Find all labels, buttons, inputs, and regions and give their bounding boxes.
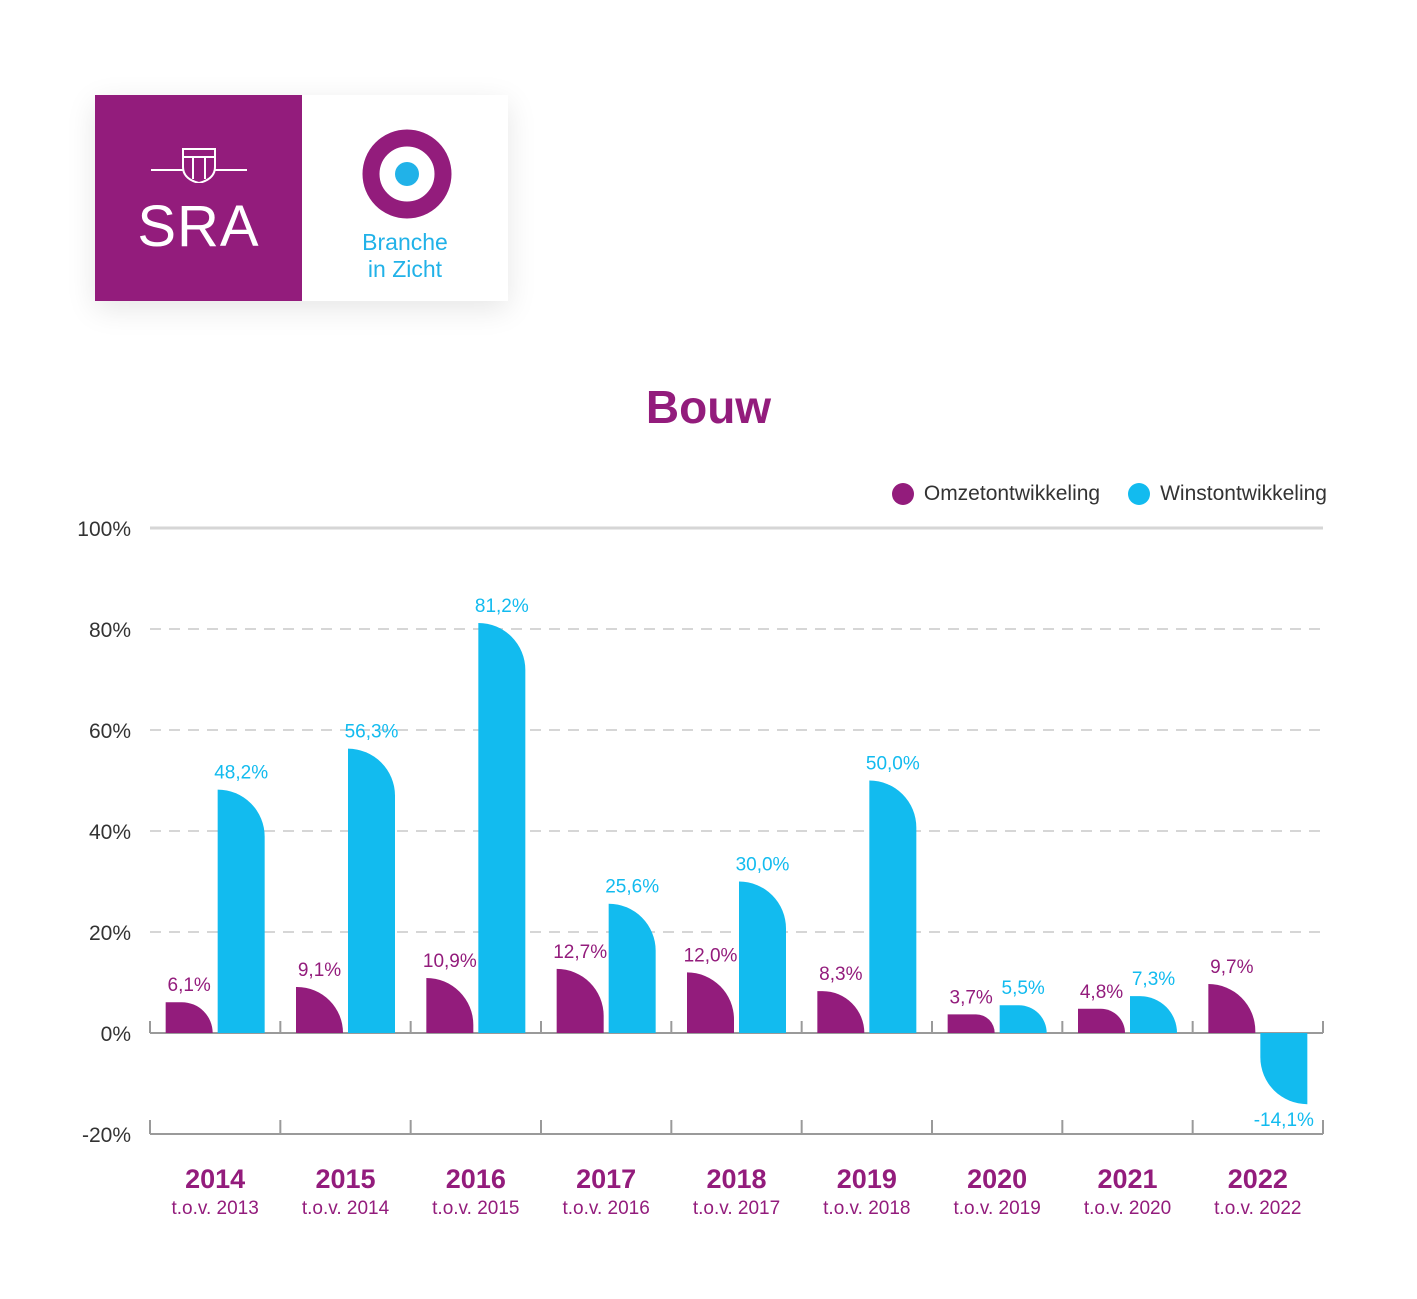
x-tick-sublabel: t.o.v. 2014 — [302, 1198, 390, 1219]
legend-swatch-winst — [1128, 483, 1151, 505]
data-label: 25,6% — [605, 877, 659, 898]
x-tick-sublabel: t.o.v. 2020 — [1084, 1198, 1171, 1219]
x-tick-sublabel: t.o.v. 2022 — [1214, 1198, 1301, 1219]
sra-logo-panel: SRA — [95, 95, 302, 301]
x-tick-label: 2017 — [576, 1164, 636, 1194]
x-tick-label: 2018 — [706, 1164, 766, 1194]
logo: SRA Branche in Zicht — [95, 95, 508, 301]
x-tick-sublabel: t.o.v. 2018 — [823, 1198, 910, 1219]
y-tick-label: 60% — [89, 720, 131, 743]
legend-label-omzet: Omzetontwikkeling — [923, 482, 1101, 505]
chart-title: Bouw — [645, 381, 772, 433]
product-name-line2: in Zicht — [367, 256, 443, 282]
x-tick-sublabel: t.o.v. 2013 — [172, 1198, 259, 1219]
branche-logo-panel: Branche in Zicht — [302, 95, 508, 301]
bar-omzet — [165, 1002, 213, 1033]
data-label: 48,2% — [214, 763, 268, 784]
bar-winst — [608, 903, 656, 1033]
y-tick-label: 20% — [89, 922, 131, 945]
product-name: Branche in Zicht — [302, 229, 508, 283]
y-tick-label: 0% — [101, 1023, 131, 1046]
legend-label-winst: Winstontwikkeling — [1160, 482, 1327, 505]
data-label: 50,0% — [866, 754, 920, 775]
bar-winst — [1130, 996, 1177, 1033]
legend: Omzetontwikkeling Winstontwikkeling — [891, 482, 1327, 506]
bar-omzet — [426, 977, 474, 1033]
data-label: 12,7% — [553, 942, 607, 963]
data-label: 7,3% — [1132, 969, 1175, 990]
x-tick-label: 2019 — [837, 1164, 897, 1194]
x-tick-sublabel: t.o.v. 2017 — [693, 1198, 780, 1219]
x-tick-label: 2021 — [1097, 1164, 1157, 1194]
y-tick-label: 80% — [89, 619, 131, 642]
bar-winst — [869, 780, 917, 1033]
bar-winst — [739, 881, 786, 1033]
data-label: -14,1% — [1254, 1110, 1314, 1131]
data-label: 3,7% — [950, 987, 993, 1008]
x-tick-sublabel: t.o.v. 2019 — [954, 1198, 1041, 1219]
data-label: 9,7% — [1210, 957, 1253, 978]
legend-item-winst: Winstontwikkeling — [1128, 482, 1327, 506]
y-tick-label: 100% — [77, 518, 131, 541]
data-label: 30,0% — [736, 855, 790, 876]
bar-winst — [1260, 1033, 1308, 1105]
bar-omzet — [1208, 984, 1256, 1033]
brand-name: SRA — [137, 194, 260, 259]
target-icon — [362, 129, 452, 219]
bar-omzet — [817, 991, 865, 1033]
y-tick-label: 40% — [89, 821, 131, 844]
bar-winst — [348, 748, 395, 1033]
bar-omzet — [687, 972, 734, 1033]
bar-omzet — [947, 1014, 995, 1033]
shield-seal-icon — [151, 148, 247, 183]
bar-omzet — [1078, 1008, 1125, 1033]
data-label: 9,1% — [298, 960, 341, 981]
data-label: 56,3% — [345, 722, 399, 743]
bar-omzet — [556, 968, 604, 1033]
bar-omzet — [296, 987, 343, 1033]
data-label: 8,3% — [819, 964, 862, 985]
x-tick-label: 2022 — [1228, 1164, 1288, 1194]
data-label: 12,0% — [684, 945, 738, 966]
data-label: 5,5% — [1002, 978, 1045, 999]
x-tick-label: 2016 — [446, 1164, 506, 1194]
data-label: 81,2% — [475, 596, 529, 617]
product-name-line1: Branche — [362, 229, 448, 255]
data-label: 4,8% — [1080, 982, 1123, 1003]
y-tick-label: -20% — [82, 1124, 131, 1147]
bar-winst — [999, 1005, 1047, 1033]
bar-winst — [217, 789, 265, 1033]
legend-swatch-omzet — [891, 483, 914, 505]
x-tick-label: 2014 — [185, 1164, 245, 1194]
data-label: 10,9% — [423, 951, 477, 972]
data-label: 6,1% — [168, 975, 211, 996]
x-tick-label: 2020 — [967, 1164, 1027, 1194]
x-tick-label: 2015 — [315, 1164, 375, 1194]
x-tick-sublabel: t.o.v. 2015 — [432, 1198, 519, 1219]
x-tick-sublabel: t.o.v. 2016 — [563, 1198, 650, 1219]
legend-item-omzet: Omzetontwikkeling — [891, 482, 1101, 506]
bar-winst — [478, 622, 526, 1033]
